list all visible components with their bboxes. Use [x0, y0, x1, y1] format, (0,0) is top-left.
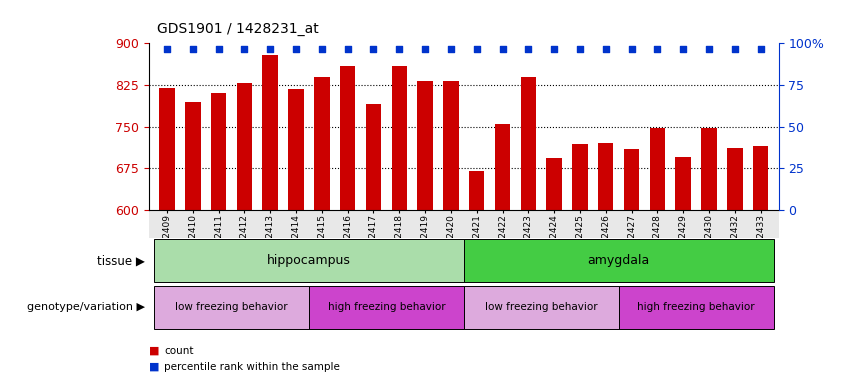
Point: [315, 46, 328, 52]
Point: [160, 46, 174, 52]
Point: [650, 46, 664, 52]
Point: [573, 46, 586, 52]
Point: [702, 46, 716, 52]
Bar: [494, 124, 511, 210]
Bar: [572, 144, 588, 210]
Point: [547, 46, 561, 52]
Bar: [546, 158, 562, 210]
Text: ■: ■: [149, 346, 159, 355]
Bar: [309, 286, 464, 329]
Point: [444, 46, 458, 52]
Point: [470, 46, 483, 52]
Bar: [464, 239, 774, 282]
Bar: [598, 143, 614, 210]
Point: [212, 46, 226, 52]
Bar: [443, 81, 459, 210]
Bar: [649, 128, 665, 210]
Text: GDS1901 / 1428231_at: GDS1901 / 1428231_at: [157, 22, 319, 36]
Bar: [521, 76, 536, 210]
Text: low freezing behavior: low freezing behavior: [485, 303, 597, 312]
Bar: [624, 149, 639, 210]
Bar: [417, 81, 433, 210]
Point: [237, 46, 251, 52]
Bar: [211, 93, 226, 210]
Bar: [314, 76, 329, 210]
Bar: [464, 286, 619, 329]
Text: amygdala: amygdala: [587, 254, 650, 267]
Bar: [469, 171, 484, 210]
Point: [264, 46, 277, 52]
Point: [392, 46, 406, 52]
Bar: [391, 66, 407, 210]
Bar: [154, 286, 309, 329]
Bar: [154, 239, 464, 282]
Text: tissue ▶: tissue ▶: [97, 254, 145, 267]
Point: [625, 46, 638, 52]
Point: [677, 46, 690, 52]
Point: [728, 46, 741, 52]
Bar: [237, 83, 252, 210]
Bar: [676, 157, 691, 210]
Point: [419, 46, 432, 52]
Bar: [159, 88, 174, 210]
Point: [289, 46, 303, 52]
Bar: [340, 66, 356, 210]
Bar: [262, 56, 278, 210]
Text: low freezing behavior: low freezing behavior: [175, 303, 288, 312]
Bar: [619, 286, 774, 329]
Point: [341, 46, 355, 52]
Text: genotype/variation ▶: genotype/variation ▶: [26, 303, 145, 312]
Point: [186, 46, 200, 52]
Point: [599, 46, 613, 52]
Text: count: count: [164, 346, 194, 355]
Bar: [366, 104, 381, 210]
Bar: [753, 146, 768, 210]
Text: hippocampus: hippocampus: [267, 254, 351, 267]
Point: [522, 46, 535, 52]
Text: high freezing behavior: high freezing behavior: [328, 303, 445, 312]
Text: ■: ■: [149, 362, 159, 372]
Text: percentile rank within the sample: percentile rank within the sample: [164, 362, 340, 372]
Bar: [701, 128, 717, 210]
Point: [754, 46, 768, 52]
Point: [367, 46, 380, 52]
Bar: [727, 148, 743, 210]
Text: high freezing behavior: high freezing behavior: [637, 303, 755, 312]
Bar: [185, 102, 201, 210]
Bar: [288, 89, 304, 210]
Point: [495, 46, 509, 52]
